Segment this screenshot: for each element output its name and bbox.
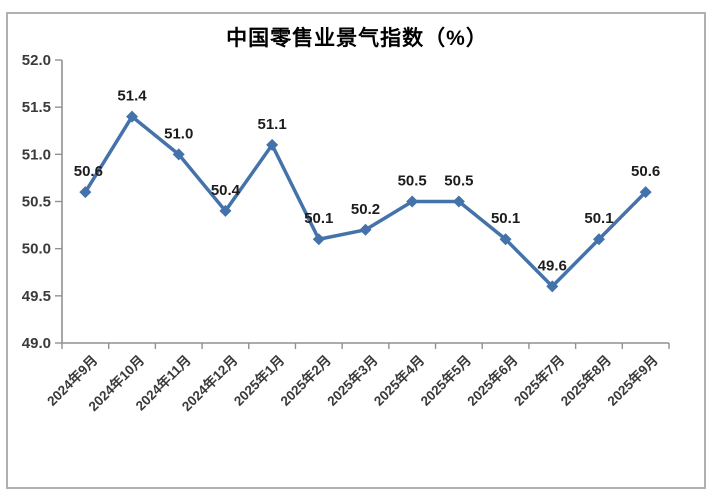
data-point-marker (639, 186, 652, 199)
y-axis-tick-label: 49.0 (22, 335, 51, 352)
y-axis-tick-label: 51.5 (22, 99, 51, 116)
data-point-label: 50.2 (351, 201, 380, 218)
data-point-label: 49.6 (538, 257, 567, 274)
data-point-label: 50.6 (631, 163, 660, 180)
data-point-marker (126, 110, 139, 123)
data-point-marker (359, 223, 372, 236)
y-axis-tick-label: 50.5 (22, 194, 51, 211)
y-axis-tick-label: 52.0 (22, 52, 51, 69)
y-axis-tick-label: 51.0 (22, 146, 51, 163)
data-point-marker (312, 233, 325, 246)
data-point-marker (452, 195, 465, 208)
data-point-label: 50.5 (398, 173, 427, 190)
data-point-label: 50.6 (74, 163, 103, 180)
data-point-label: 51.1 (258, 116, 287, 133)
data-point-label: 51.0 (164, 125, 193, 142)
data-point-marker (499, 233, 512, 246)
data-point-marker (546, 280, 559, 293)
data-point-marker (266, 138, 279, 151)
chart-title: 中国零售业景气指数（%） (226, 27, 488, 50)
data-point-marker (79, 186, 92, 199)
data-point-label: 51.4 (117, 88, 147, 105)
x-axis-category-label: 2025年9月 (604, 352, 661, 409)
data-point-label: 50.1 (491, 210, 520, 227)
data-point-marker (172, 148, 185, 161)
y-axis-tick-label: 49.5 (22, 288, 51, 305)
data-point-marker (406, 195, 419, 208)
y-axis-tick-label: 50.0 (22, 241, 51, 258)
data-point-marker (592, 233, 605, 246)
data-point-marker (219, 204, 232, 217)
data-point-label: 50.5 (444, 173, 473, 190)
data-point-label: 50.1 (304, 210, 333, 227)
data-point-label: 50.1 (584, 210, 613, 227)
data-point-label: 50.4 (211, 182, 241, 199)
